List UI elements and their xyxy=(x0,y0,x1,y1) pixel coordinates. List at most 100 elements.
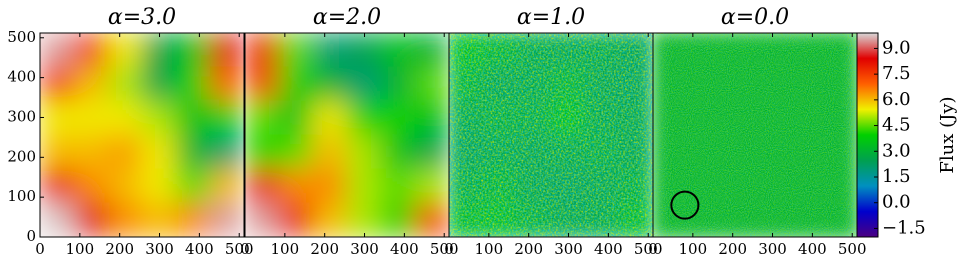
heatmap-cell xyxy=(40,66,75,102)
heatmap-cell xyxy=(346,100,382,136)
heatmap-cell xyxy=(175,168,211,204)
heatmap-cell xyxy=(209,100,244,136)
heatmap-cell xyxy=(209,134,244,170)
heatmap-cell xyxy=(40,100,75,136)
x-tick-label: 400 xyxy=(390,240,419,258)
heatmap-cell xyxy=(245,202,280,237)
x-tick-label: 200 xyxy=(514,240,543,258)
heatmap-cell xyxy=(40,168,75,204)
heatmap-cell xyxy=(346,33,382,68)
heatmap-cell xyxy=(312,33,348,68)
x-tick-label: 400 xyxy=(185,240,214,258)
x-tick-label: 200 xyxy=(310,240,339,258)
heatmap-cell xyxy=(209,33,244,68)
heatmap-cell xyxy=(107,168,143,204)
colorbar-tick-label: 9.0 xyxy=(882,37,911,58)
heatmap-cell xyxy=(141,202,177,237)
speckle xyxy=(449,33,653,237)
heatmap-cell xyxy=(245,168,280,204)
colorbar-tick-label: 3.0 xyxy=(882,140,911,161)
heatmap-cell xyxy=(141,100,177,136)
x-tick-label: 200 xyxy=(105,240,134,258)
x-tick-label: 0 xyxy=(240,240,250,258)
heatmap-cell xyxy=(141,134,177,170)
heatmap-cell xyxy=(414,202,449,237)
heatmap-cell xyxy=(141,168,177,204)
x-tick-label: 100 xyxy=(271,240,300,258)
heatmap-cell xyxy=(107,100,143,136)
heatmap-cell xyxy=(40,33,75,68)
heatmap-cell xyxy=(414,168,449,204)
heatmap-cell xyxy=(278,134,314,170)
heatmap-cell xyxy=(175,33,211,68)
heatmap-cell xyxy=(278,168,314,204)
heatmap-cell xyxy=(278,100,314,136)
speckle xyxy=(653,33,857,237)
y-tick-label: 400 xyxy=(7,68,36,86)
heatmap-cell xyxy=(73,134,109,170)
x-tick-label: 500 xyxy=(225,240,254,258)
heatmap-cell xyxy=(209,66,244,102)
y-tick-label: 200 xyxy=(7,147,36,165)
colorbar-tick-label: −1.5 xyxy=(882,217,926,238)
colorbar-tick-label: 7.5 xyxy=(882,63,911,84)
x-tick-label: 100 xyxy=(66,240,95,258)
heatmap-cell xyxy=(73,100,109,136)
heatmap-cell xyxy=(40,202,75,237)
heatmap-cell xyxy=(107,33,143,68)
y-tick-label: 100 xyxy=(7,187,36,205)
heatmap-cell xyxy=(175,134,211,170)
x-tick-label: 100 xyxy=(679,240,708,258)
heatmap-clip xyxy=(449,33,653,237)
heatmap-cell xyxy=(414,33,449,68)
heatmap-clip xyxy=(40,33,244,237)
heatmap-clip xyxy=(245,33,449,237)
x-tick-label: 200 xyxy=(718,240,747,258)
x-tick-label: 300 xyxy=(350,240,379,258)
heatmap-cell xyxy=(141,66,177,102)
panel-title: α=1.0 xyxy=(517,5,585,30)
heatmap-cell xyxy=(312,100,348,136)
x-tick-label: 400 xyxy=(594,240,623,258)
heatmap-cell xyxy=(209,168,244,204)
heatmap-cell xyxy=(414,134,449,170)
colorbar-tick-label: 6.0 xyxy=(882,89,911,110)
y-tick-label: 300 xyxy=(7,107,36,125)
heatmap-cell xyxy=(175,66,211,102)
colorbar xyxy=(856,32,879,238)
x-tick-label: 0 xyxy=(35,240,45,258)
x-tick-label: 300 xyxy=(758,240,787,258)
heatmap-cell xyxy=(73,66,109,102)
heatmap-cell xyxy=(245,33,280,68)
x-tick-label: 300 xyxy=(554,240,583,258)
heatmap-cell xyxy=(380,100,416,136)
heatmap-clip xyxy=(653,33,857,237)
x-tick-label: 100 xyxy=(475,240,504,258)
x-tick-label: 500 xyxy=(838,240,867,258)
y-tick-label: 500 xyxy=(7,28,36,46)
heatmap-cell xyxy=(73,168,109,204)
heatmap-cell xyxy=(380,134,416,170)
heatmap-cell xyxy=(107,134,143,170)
heatmap-cell xyxy=(380,202,416,237)
heatmap-cell xyxy=(380,168,416,204)
heatmap-cell xyxy=(73,33,109,68)
x-tick-label: 500 xyxy=(430,240,459,258)
heatmap-cell xyxy=(312,168,348,204)
heatmap-cell xyxy=(107,202,143,237)
heatmap-cell xyxy=(346,134,382,170)
heatmap-cell xyxy=(346,202,382,237)
heatmap-cell xyxy=(245,66,280,102)
colorbar-label: Flux (Jy) xyxy=(937,96,958,173)
heatmap-cell xyxy=(245,100,280,136)
heatmap-cell xyxy=(312,202,348,237)
heatmap-cell xyxy=(175,202,211,237)
heatmap-cell xyxy=(312,134,348,170)
heatmap-cell xyxy=(175,100,211,136)
heatmap-cell xyxy=(40,134,75,170)
annotation-circle xyxy=(670,190,700,220)
heatmap-cell xyxy=(380,66,416,102)
x-tick-label: 500 xyxy=(634,240,663,258)
heatmap-cell xyxy=(209,202,244,237)
